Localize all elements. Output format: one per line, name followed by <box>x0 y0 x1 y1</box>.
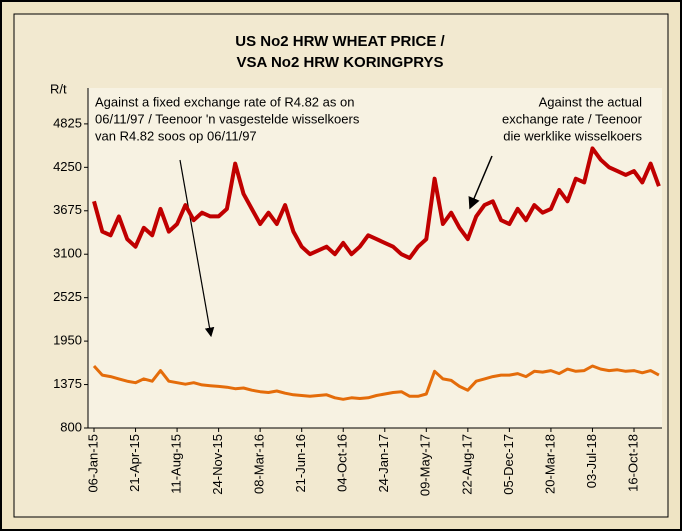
x-tick-label: 03-Jul-18 <box>584 434 599 488</box>
x-tick-label: 24-Jan-17 <box>376 434 391 493</box>
y-tick-label: 800 <box>60 419 82 434</box>
x-tick-label: 21-Jun-16 <box>293 434 308 493</box>
x-tick-label: 09-May-17 <box>418 434 433 496</box>
x-tick-label: 22-Aug-17 <box>459 434 474 495</box>
y-tick-label: 2525 <box>53 289 82 304</box>
y-tick-label: 4250 <box>53 159 82 174</box>
chart-title: VSA No2 HRW KORINGPRYS <box>237 54 444 71</box>
series-line <box>92 146 661 260</box>
x-tick-label: 08-Mar-16 <box>252 434 267 494</box>
annotation: die werklike wisselkoers <box>503 128 642 143</box>
y-tick-label: 3100 <box>53 246 82 261</box>
x-tick-label: 05-Dec-17 <box>501 434 516 495</box>
series-line <box>92 364 660 401</box>
annotation: 06/11/97 / Teenoor 'n vasgestelde wissel… <box>95 111 360 126</box>
chart-title: US No2 HRW WHEAT PRICE / <box>235 33 445 50</box>
annotation: Against a fixed exchange rate of R4.82 a… <box>95 94 354 109</box>
x-tick-label: 24-Nov-15 <box>210 434 225 495</box>
y-tick-label: 3675 <box>53 202 82 217</box>
x-tick-label: 21-Apr-15 <box>127 434 142 492</box>
y-tick-label: 1950 <box>53 333 82 348</box>
annotation: exchange rate / Teenoor <box>502 111 643 126</box>
annotation: van R4.82 soos op 06/11/97 <box>95 128 257 143</box>
x-tick-label: 16-Oct-18 <box>625 434 640 492</box>
y-tick-label: 1375 <box>53 376 82 391</box>
arrow <box>179 159 215 338</box>
x-tick-label: 06-Jan-15 <box>85 434 100 493</box>
annotation: Against the actual <box>539 94 642 109</box>
y-axis-label: R/t <box>50 81 67 96</box>
arrow <box>468 155 493 210</box>
x-tick-label: 11-Aug-15 <box>169 434 184 494</box>
y-tick-label: 4825 <box>53 115 82 130</box>
x-tick-label: 04-Oct-16 <box>335 434 350 492</box>
x-tick-label: 20-Mar-18 <box>542 434 557 494</box>
